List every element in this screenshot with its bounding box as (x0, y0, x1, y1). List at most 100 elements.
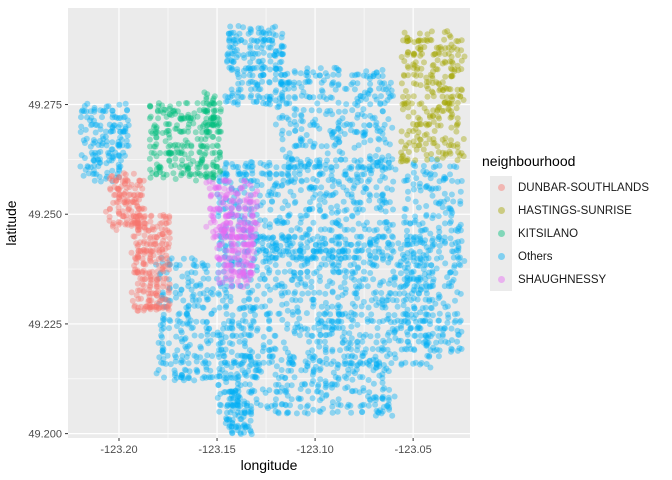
point-kitsilano (203, 163, 210, 170)
point-others (436, 310, 443, 317)
point-others (349, 212, 356, 219)
point-others (116, 101, 123, 108)
point-others (454, 327, 461, 334)
point-shaughnessy (227, 262, 234, 269)
point-others (323, 143, 330, 150)
point-kitsilano (153, 125, 160, 132)
point-others (160, 349, 166, 356)
point-others (354, 102, 361, 109)
point-dunbar-southlands (126, 184, 133, 191)
point-others (285, 164, 292, 171)
point-others (342, 156, 349, 163)
point-others (339, 248, 346, 255)
point-others (445, 311, 451, 318)
point-others (351, 261, 358, 267)
point-others (246, 72, 253, 78)
point-others (97, 148, 104, 155)
point-others (417, 286, 424, 293)
point-hastings-sunrise (454, 141, 461, 148)
point-others (234, 190, 241, 197)
point-others (245, 80, 252, 87)
point-dunbar-southlands (135, 248, 142, 254)
point-others (235, 86, 242, 93)
point-dunbar-southlands (139, 205, 146, 212)
point-others (224, 403, 230, 410)
point-others (247, 325, 254, 332)
point-others (375, 245, 382, 252)
point-others (404, 237, 411, 244)
point-others (310, 300, 317, 307)
point-others (241, 54, 248, 61)
point-others (359, 129, 366, 136)
point-others (103, 173, 110, 180)
point-others (434, 325, 441, 332)
point-others (90, 157, 97, 164)
point-others (266, 188, 273, 195)
point-others (199, 260, 206, 267)
point-others (404, 292, 411, 299)
point-others (277, 242, 284, 249)
point-others (318, 79, 325, 86)
point-others (297, 158, 304, 165)
point-hastings-sunrise (436, 87, 443, 94)
point-others (335, 241, 342, 248)
point-others (335, 119, 342, 126)
point-others (172, 358, 179, 365)
point-others (292, 164, 298, 171)
point-hastings-sunrise (441, 99, 448, 106)
point-others (298, 215, 305, 222)
point-others (388, 87, 395, 94)
point-shaughnessy (233, 234, 240, 241)
point-others (389, 221, 396, 228)
point-kitsilano (216, 149, 223, 156)
point-dunbar-southlands (166, 214, 173, 221)
point-others (223, 196, 229, 203)
point-others (122, 128, 129, 135)
point-kitsilano (210, 163, 217, 170)
point-others (379, 167, 386, 174)
point-others (266, 162, 273, 169)
point-others (311, 140, 318, 147)
point-others (242, 424, 249, 431)
point-others (248, 357, 255, 364)
point-kitsilano (184, 113, 191, 120)
point-dunbar-southlands (160, 213, 167, 220)
point-others (95, 142, 102, 148)
point-others (371, 227, 378, 234)
point-others (305, 161, 312, 168)
point-others (100, 107, 107, 114)
point-hastings-sunrise (449, 66, 455, 73)
point-dunbar-southlands (165, 302, 172, 309)
point-others (237, 37, 244, 44)
point-shaughnessy (236, 268, 243, 275)
point-kitsilano (153, 141, 160, 148)
point-others (367, 240, 374, 247)
point-others (258, 25, 265, 32)
point-others (379, 191, 386, 198)
point-others (253, 374, 260, 381)
legend-item-others: Others (480, 245, 660, 268)
point-others (91, 106, 98, 113)
point-others (318, 143, 325, 150)
point-others (266, 251, 273, 258)
point-others (288, 177, 295, 184)
point-kitsilano (216, 100, 223, 107)
point-others (115, 174, 122, 181)
point-others (232, 387, 239, 394)
point-others (230, 401, 237, 408)
point-others (125, 142, 132, 149)
point-others (304, 163, 311, 170)
point-kitsilano (210, 175, 217, 182)
point-kitsilano (151, 122, 158, 129)
point-dunbar-southlands (122, 180, 128, 187)
point-hastings-sunrise (403, 38, 410, 45)
point-dunbar-southlands (147, 234, 154, 240)
point-others (429, 312, 436, 319)
point-others (191, 302, 198, 309)
point-dunbar-southlands (147, 274, 154, 281)
point-others (266, 79, 273, 85)
point-others (225, 53, 232, 60)
point-kitsilano (210, 159, 217, 166)
point-others (405, 315, 411, 322)
point-dunbar-southlands (135, 307, 142, 314)
